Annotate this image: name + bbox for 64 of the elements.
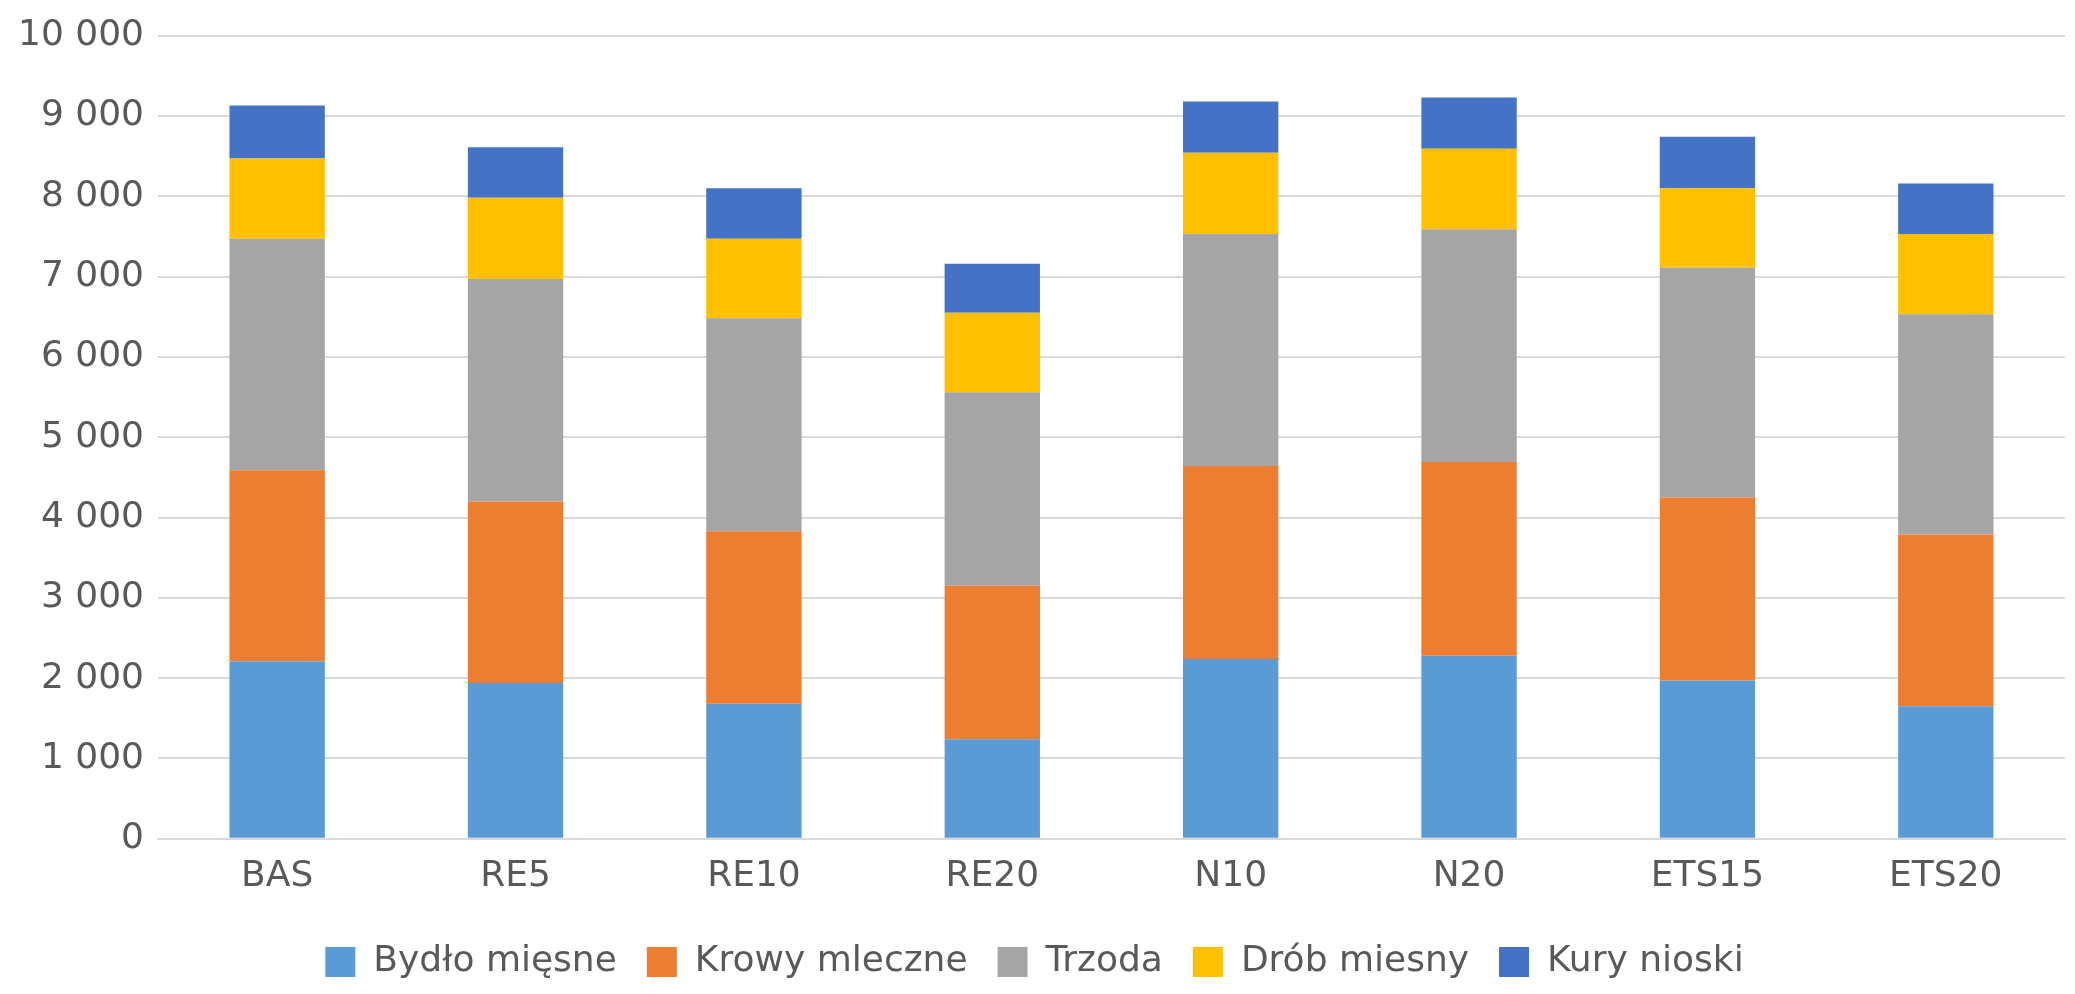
y-tick-label: 6 000	[40, 333, 144, 375]
bar	[1659, 680, 1756, 838]
bar	[1421, 97, 1517, 149]
bar	[706, 238, 802, 319]
bar	[1659, 136, 1756, 189]
x-tick-label: N10	[1194, 852, 1268, 894]
bar	[467, 197, 564, 279]
bar	[1898, 183, 1994, 234]
legend-label: Bydło mięsne	[373, 938, 617, 980]
bar	[467, 682, 564, 838]
legend-label: Kury nioski	[1547, 938, 1744, 980]
bar	[706, 703, 802, 838]
bar	[467, 147, 564, 198]
x-tick-label: ETS20	[1889, 852, 2003, 894]
x-tick-label: RE20	[945, 852, 1040, 894]
bar	[1659, 188, 1756, 268]
bar	[1421, 229, 1517, 463]
bar	[1421, 655, 1517, 838]
bar	[467, 501, 564, 683]
bar	[1183, 152, 1279, 234]
bar	[467, 278, 564, 502]
bar	[1421, 148, 1517, 230]
legend-label: Drób miesny	[1240, 938, 1470, 980]
bar	[229, 661, 325, 838]
bar	[706, 531, 802, 704]
bar	[944, 585, 1040, 740]
y-tick-label: 10 000	[18, 11, 144, 53]
x-tick-label: ETS15	[1650, 852, 1765, 894]
x-tick-label: BAS	[241, 852, 314, 894]
bar	[229, 470, 325, 662]
x-tick-label: RE10	[707, 852, 801, 894]
y-tick-label: 0	[121, 815, 144, 857]
bar	[944, 312, 1040, 393]
y-tick-label: 3 000	[40, 574, 144, 616]
legend-label: Trzoda	[1044, 938, 1163, 980]
x-tick-label: RE5	[480, 852, 551, 894]
y-tick-label: 1 000	[40, 734, 144, 776]
bar	[706, 188, 802, 239]
bar	[944, 392, 1040, 586]
bar	[706, 318, 802, 532]
bar	[1183, 233, 1279, 467]
y-tick-label: 4 000	[40, 493, 144, 535]
bar	[944, 263, 1040, 313]
bar	[1659, 497, 1756, 681]
bar	[1183, 101, 1279, 153]
bar	[944, 739, 1040, 838]
bar	[1183, 466, 1279, 659]
y-tick-label: 7 000	[40, 252, 144, 294]
bar	[1421, 462, 1517, 656]
x-tick-label: N20	[1432, 852, 1506, 894]
bar	[229, 238, 325, 471]
y-tick-label: 2 000	[40, 654, 144, 696]
bar	[1898, 314, 1994, 535]
bar	[229, 105, 325, 159]
bar	[1898, 233, 1994, 315]
bar	[1183, 658, 1279, 838]
bar	[1659, 267, 1756, 498]
y-tick-label: 5 000	[40, 413, 144, 455]
bar	[1898, 534, 1994, 707]
bar	[1898, 706, 1994, 838]
bar	[229, 158, 325, 239]
y-tick-label: 9 000	[40, 92, 144, 134]
y-tick-label: 8 000	[40, 172, 144, 214]
legend-label: Krowy mleczne	[694, 938, 968, 980]
